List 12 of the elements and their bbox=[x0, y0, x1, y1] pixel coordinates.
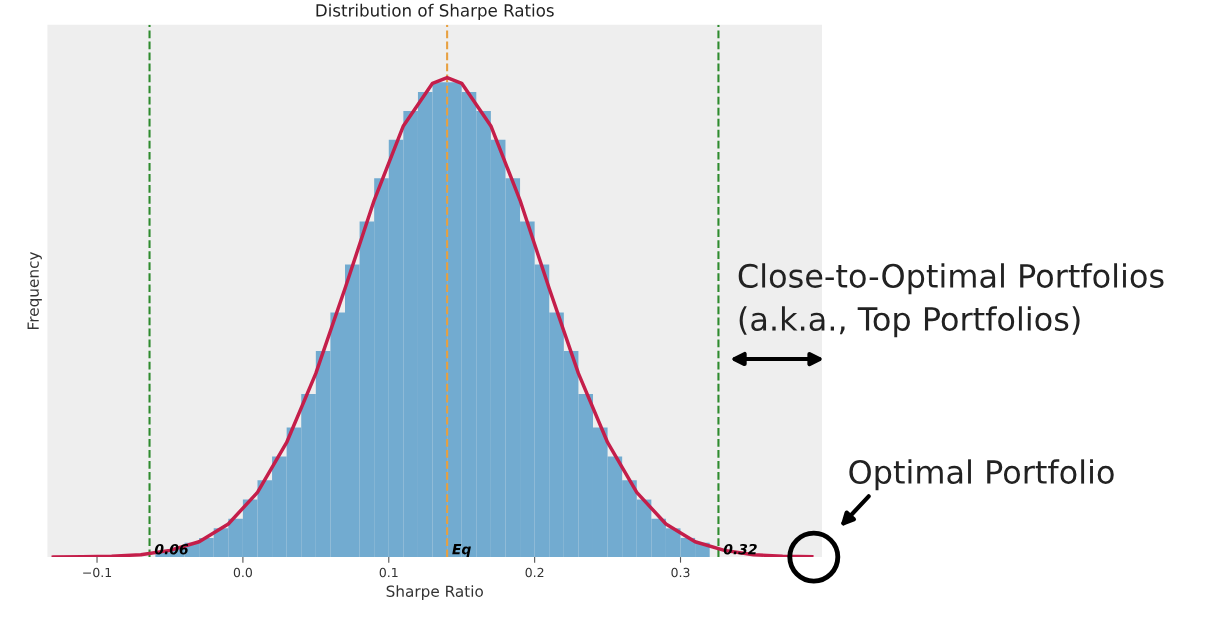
x-tick-label: −0.1 bbox=[83, 567, 112, 578]
chart-title: Distribution of Sharpe Ratios bbox=[316, 3, 554, 20]
annotation: 0.32 bbox=[723, 543, 757, 555]
x-tick-label: 0.1 bbox=[379, 567, 398, 578]
annotation: Close-to-Optimal Portfolios (a.k.a., Top Portfolios) bbox=[738, 263, 1164, 338]
x-tick-label: 0.2 bbox=[525, 567, 544, 578]
annotation: Optimal Portfolio bbox=[849, 459, 1114, 491]
y-axis-title: Frequency bbox=[27, 251, 42, 329]
x-tick-label: 0.3 bbox=[671, 567, 690, 578]
x-tick-label: 0.0 bbox=[233, 567, 253, 578]
ref-line-label: Eq bbox=[452, 544, 471, 558]
x-axis-title: Sharpe Ratio bbox=[386, 585, 483, 600]
